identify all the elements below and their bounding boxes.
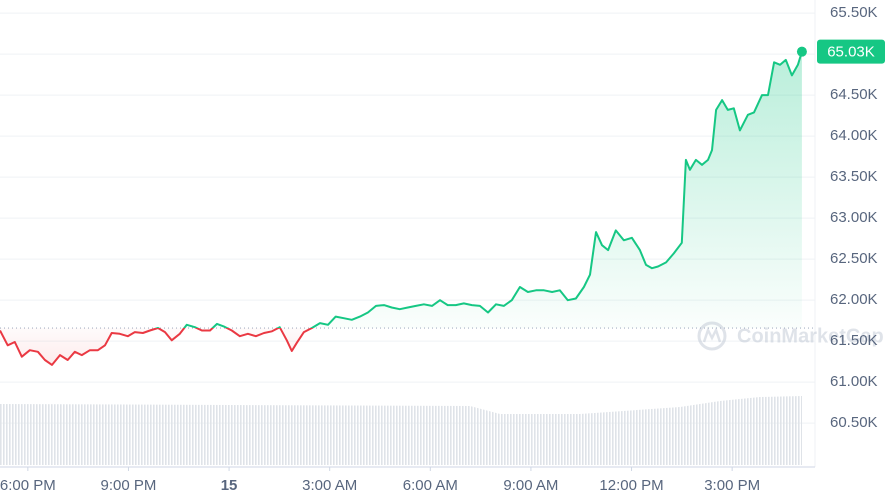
x-tick-label: 15 [221, 477, 238, 494]
x-tick-label: 3:00 AM [302, 477, 357, 494]
x-tick-label: 9:00 AM [503, 477, 558, 494]
x-tick-label: 6:00 AM [403, 477, 458, 494]
x-tick-label: 6:00 PM [0, 477, 56, 494]
y-tick-label: 61.00K [830, 373, 878, 390]
watermark-logo [697, 321, 727, 351]
price-tag [817, 39, 885, 64]
price-line [0, 51, 803, 366]
watermark-logo-mark [702, 326, 722, 343]
price-tag-label: 65.03K [827, 44, 875, 61]
area-fill [0, 51, 802, 365]
y-tick-label: 63.00K [830, 209, 878, 226]
x-tick-label: 12:00 PM [599, 477, 663, 494]
x-tick-label: 9:00 PM [101, 477, 157, 494]
y-tick-label: 62.00K [830, 291, 878, 308]
y-tick-label: 65.50K [830, 4, 878, 21]
y-tick-label: 64.00K [830, 127, 878, 144]
y-tick-label: 64.50K [830, 86, 878, 103]
watermark: CoinMarketCap [697, 321, 884, 351]
y-tick-label: 60.50K [830, 414, 878, 431]
y-tick-label: 62.50K [830, 250, 878, 267]
y-tick-label: 63.50K [830, 168, 878, 185]
x-tick-label: 3:00 PM [704, 477, 760, 494]
volume-bars [0, 396, 802, 465]
watermark-text: CoinMarketCap [737, 325, 884, 347]
y-tick-label: 61.50K [830, 332, 878, 349]
last-point [796, 46, 807, 57]
